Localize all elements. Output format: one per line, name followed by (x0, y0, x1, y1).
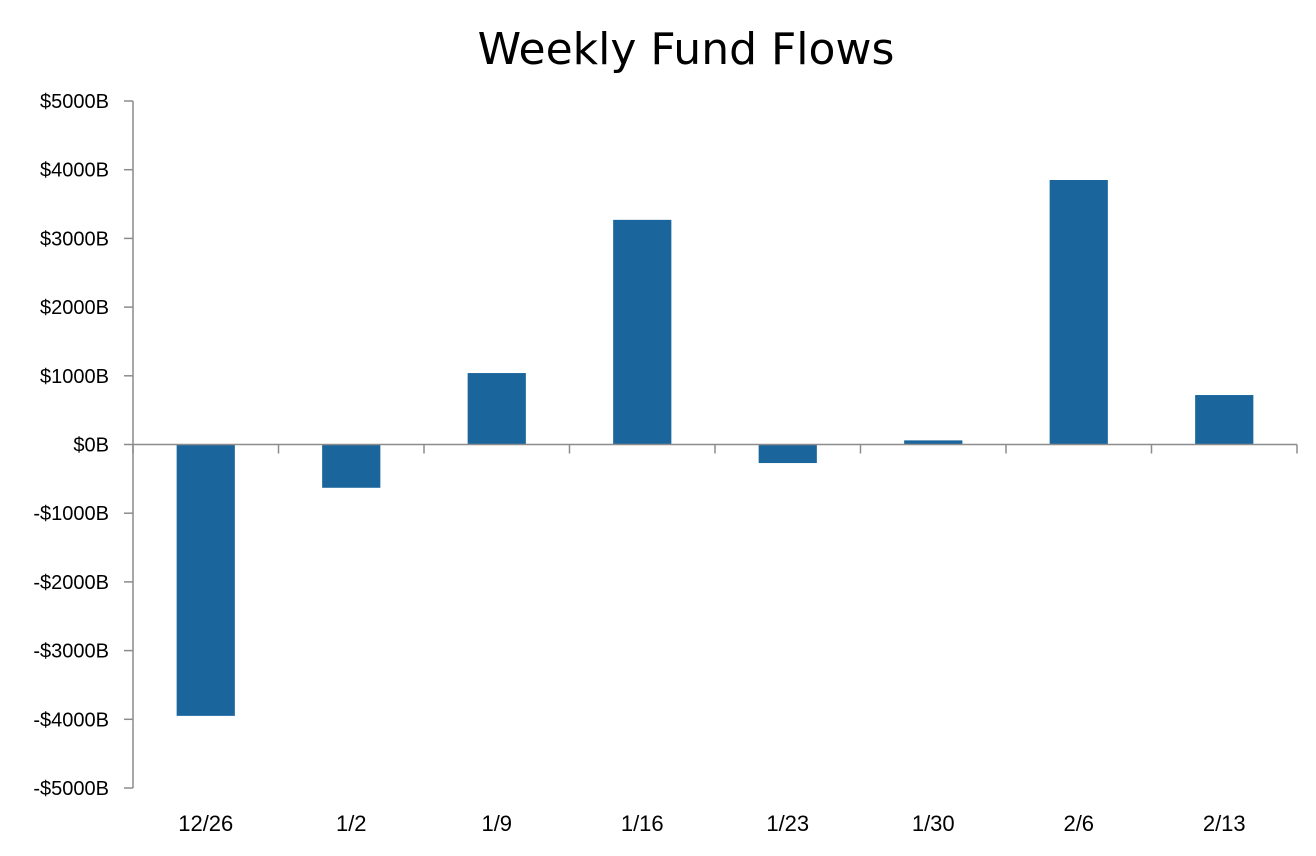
x-tick-label: 12/26 (178, 811, 233, 836)
y-tick-label: $5000B (40, 91, 109, 113)
bar (467, 373, 526, 445)
x-tick-label: 1/30 (912, 811, 955, 836)
x-tick-label: 2/6 (1063, 811, 1094, 836)
chart-title: Weekly Fund Flows (478, 24, 895, 75)
x-tick-label: 1/23 (766, 811, 809, 836)
x-tick-label: 1/16 (621, 811, 664, 836)
y-tick-label: -$5000B (33, 778, 109, 800)
x-tick-label: 1/9 (481, 811, 512, 836)
y-axis-ticks: $5000B $4000B $3000B $2000B $1000B $0B -$1000B… (33, 91, 133, 800)
bar (322, 444, 381, 488)
bar (176, 444, 235, 716)
bar (1049, 180, 1108, 445)
y-tick-label: $1000B (40, 366, 109, 388)
y-tick-label: $4000B (40, 160, 109, 182)
y-tick-label: -$3000B (33, 641, 109, 663)
y-tick-label: -$4000B (33, 709, 109, 731)
x-tick-label: 2/13 (1203, 811, 1246, 836)
x-axis-ticks: 12/26 1/2 1/9 1/16 1/23 1/30 2/6 2/13 (132, 444, 1298, 836)
bars (176, 180, 1254, 716)
y-tick-label: $3000B (40, 228, 109, 250)
y-tick-label: $2000B (40, 297, 109, 319)
bar (904, 440, 963, 445)
bar (1195, 395, 1254, 445)
y-tick-label: -$2000B (33, 572, 109, 594)
x-tick-label: 1/2 (336, 811, 367, 836)
y-tick-label: -$1000B (33, 503, 109, 525)
bar (613, 219, 672, 445)
y-tick-label: $0B (73, 435, 109, 457)
bar (758, 444, 817, 464)
